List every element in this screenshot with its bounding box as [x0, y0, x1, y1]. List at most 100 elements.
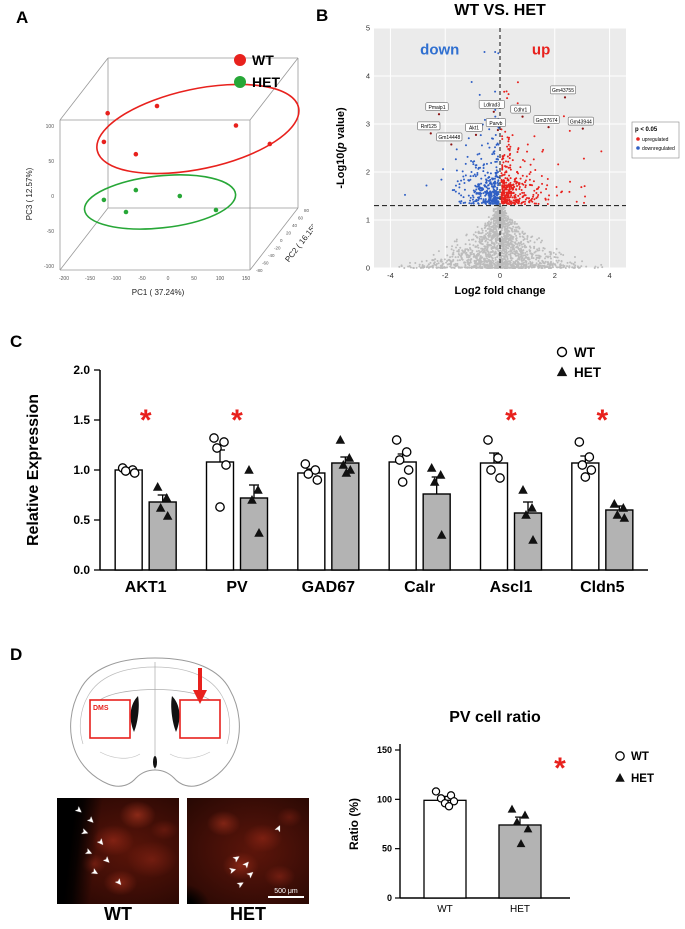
roi-box-left	[89, 699, 131, 739]
ventricle-left	[130, 696, 139, 732]
svg-text:-80: -80	[256, 268, 263, 273]
arrow-marker: ➤	[112, 876, 126, 889]
significance-asterisk: *	[140, 404, 152, 437]
svg-text:-50: -50	[138, 276, 145, 282]
svg-text:2: 2	[366, 168, 370, 177]
ventral-line-left	[99, 751, 141, 759]
svg-text:Cdhr1: Cdhr1	[514, 107, 528, 113]
svg-text:0: 0	[498, 271, 502, 280]
up-region-label: up	[532, 41, 550, 58]
arrow-marker: ➤	[227, 864, 238, 876]
bar-wt-akt1	[114, 469, 143, 571]
dms-label: DMS	[93, 705, 109, 712]
svg-text:WT: WT	[631, 751, 649, 763]
svg-text:-2: -2	[442, 271, 449, 280]
panel-c-label: C	[10, 332, 23, 351]
svg-text:Gm37674: Gm37674	[536, 118, 558, 124]
svg-text:100: 100	[216, 276, 225, 282]
svg-text:0: 0	[167, 276, 170, 282]
image-label-het: HET	[230, 904, 266, 924]
svg-text:2.0: 2.0	[73, 363, 90, 377]
bar-het-ascl1	[513, 512, 543, 571]
bar-het-cldn5	[605, 509, 634, 571]
wt-points	[101, 103, 273, 157]
svg-text:upregulated: upregulated	[642, 137, 669, 143]
pca-tick-labels: -200 -150 -100 -50 0 50 100 150-100-50050100-80…	[44, 124, 310, 282]
svg-text:Pmaip1: Pmaip1	[429, 105, 446, 111]
svg-text:60: 60	[298, 216, 304, 221]
ratio-ylabel: Ratio (%)	[347, 798, 361, 850]
panel-b-label: B	[316, 6, 329, 25]
svg-text:WT: WT	[252, 52, 274, 68]
svg-text:-200: -200	[59, 276, 69, 282]
ratio-bar-wt	[423, 799, 467, 899]
svg-text:0: 0	[280, 238, 283, 243]
svg-text:-100: -100	[111, 276, 121, 282]
ratio-category-label: WT	[437, 904, 453, 915]
svg-text:1.0: 1.0	[73, 463, 90, 477]
svg-text:p < 0.05: p < 0.05	[635, 127, 658, 133]
arrow-marker: ➤	[100, 853, 114, 867]
scale-bar-label: 500 μm	[274, 888, 298, 895]
svg-text:0.5: 0.5	[73, 513, 90, 527]
category-label: PV	[226, 579, 248, 596]
svg-text:2: 2	[553, 271, 557, 280]
svg-text:20: 20	[286, 231, 292, 236]
bar-het-gad67	[331, 462, 360, 571]
relative-expression-chart: 0.0 0.5 1.0 1.5 2.0 Relative Expression AKT1 * P…	[25, 345, 648, 596]
svg-text:-100: -100	[44, 264, 54, 270]
svg-text:5: 5	[366, 24, 370, 33]
svg-text:Ldlrad3: Ldlrad3	[483, 103, 500, 109]
category-label: Cldn5	[580, 579, 625, 596]
svg-text:150: 150	[242, 276, 251, 282]
pc2-axis-label: PC2 ( 16.15%)	[283, 217, 313, 264]
expression-legend: WT HET	[556, 345, 602, 380]
fluorescence-image-wt: ➤ ➤ ➤ ➤ ➤ ➤ ➤ ➤	[57, 798, 179, 904]
arrow-marker: ➤	[272, 822, 285, 834]
volcano-xlabel: Log2 fold change	[454, 285, 545, 297]
arrow-marker: ➤	[94, 836, 108, 849]
pv-cell-ratio-chart: PV cell ratio 0 50 100 150 Ratio (%) WT HET * WT H…	[347, 709, 654, 915]
svg-text:-40: -40	[268, 253, 275, 258]
svg-text:Gm43944: Gm43944	[570, 119, 592, 125]
panel-d-label: D	[10, 645, 23, 664]
pc1-axis-label: PC1 ( 37.24%)	[132, 288, 185, 297]
svg-text:Rnf125: Rnf125	[421, 124, 437, 130]
down-points	[404, 51, 500, 206]
svg-text:-20: -20	[274, 246, 281, 251]
dms-arrow-head	[193, 690, 207, 704]
significance-asterisk: *	[231, 404, 243, 437]
svg-text:50: 50	[382, 844, 392, 854]
svg-text:Gm43755: Gm43755	[552, 88, 574, 94]
pca-box-wireframe	[59, 57, 299, 271]
wt-group-ellipse	[96, 83, 300, 175]
svg-text:-150: -150	[85, 276, 95, 282]
arrow-marker: ➤	[234, 877, 247, 891]
svg-text:4: 4	[607, 271, 611, 280]
category-label: AKT1	[125, 579, 167, 596]
svg-text:4: 4	[366, 72, 370, 81]
svg-text:Akt1: Akt1	[469, 126, 479, 132]
arrow-marker: ➤	[79, 826, 91, 839]
svg-text:-50: -50	[47, 229, 54, 235]
svg-text:0: 0	[366, 264, 370, 273]
svg-text:100: 100	[377, 794, 392, 804]
svg-text:-4: -4	[387, 271, 394, 280]
third-ventricle	[153, 756, 157, 768]
pca-legend: WT HET	[234, 52, 280, 90]
image-label-wt: WT	[104, 904, 132, 924]
volcano-title: WT VS. HET	[454, 2, 546, 19]
arrow-marker: ➤	[72, 803, 86, 817]
fluorescence-image-het: 500 μm ➤ ➤ ➤ ➤ ➤ ➤	[187, 798, 309, 904]
bar-het-akt1	[148, 501, 177, 571]
svg-text:WT: WT	[574, 345, 596, 360]
volcano-ylabel: -Log10(p value)	[335, 107, 347, 189]
svg-text:40: 40	[292, 223, 298, 228]
ratio-legend: WT HET	[615, 751, 654, 785]
category-label: Ascl1	[490, 579, 533, 596]
significance-asterisk: *	[505, 404, 517, 437]
ventricle-right	[171, 696, 180, 732]
het-group-ellipse	[83, 174, 237, 230]
